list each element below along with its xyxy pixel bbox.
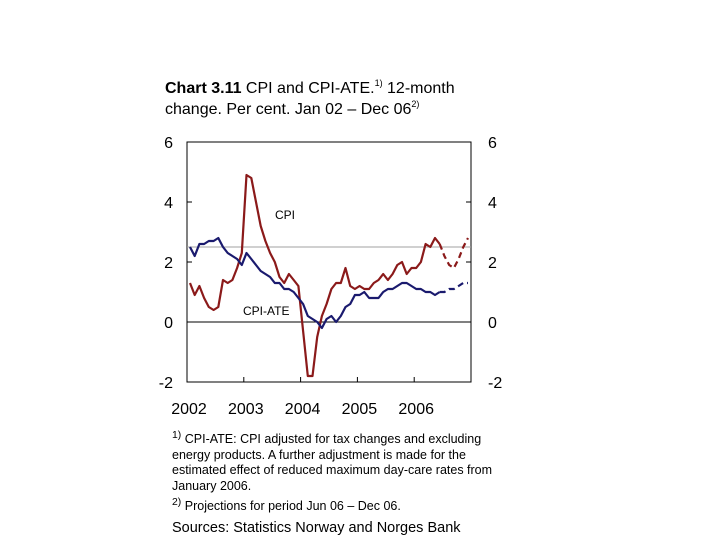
y-tick-label-left: 0 bbox=[164, 315, 173, 332]
title-text-1: CPI and CPI-ATE. bbox=[241, 80, 375, 97]
title-text-2: change. Per cent. Jan 02 – Dec 06 bbox=[165, 101, 412, 118]
footnotes: 1) CPI-ATE: CPI adjusted for tax changes… bbox=[172, 428, 502, 514]
y-axis-right: 6 4 2 0 -2 bbox=[466, 135, 502, 392]
footnote-1-marker: 1) bbox=[172, 430, 182, 441]
footnote-2-text: Projections for period Jun 06 – Dec 06. bbox=[181, 498, 401, 513]
series-group bbox=[188, 173, 469, 378]
cpi-ate-projection-line bbox=[439, 281, 468, 294]
x-tick-label: 2002 bbox=[171, 401, 207, 418]
cpi-series-line bbox=[188, 173, 441, 378]
cpi-ate-series-line bbox=[189, 236, 441, 330]
y-tick-label-right: 4 bbox=[488, 195, 497, 212]
y-tick-label-right: -2 bbox=[488, 375, 502, 392]
title-footnote-ref-1: 1) bbox=[374, 77, 383, 88]
chart-title: Chart 3.11 CPI and CPI-ATE.1) 12-month c… bbox=[165, 78, 525, 120]
plot-frame bbox=[186, 141, 472, 383]
title-footnote-ref-2: 2) bbox=[411, 98, 420, 109]
chart-number: Chart 3.11 bbox=[165, 80, 242, 97]
y-tick-label-right: 6 bbox=[488, 135, 497, 152]
y-tick-label-right: 2 bbox=[488, 255, 497, 272]
footnote-1: 1) CPI-ATE: CPI adjusted for tax changes… bbox=[172, 428, 502, 495]
cpi-series-label: CPI bbox=[275, 208, 295, 222]
y-axis-left: 6 4 2 0 -2 bbox=[159, 135, 192, 392]
title-text-1b: 12-month bbox=[382, 80, 455, 97]
x-tick-label: 2005 bbox=[342, 401, 378, 418]
y-tick-label-left: 4 bbox=[164, 195, 173, 212]
footnote-2: 2) Projections for period Jun 06 – Dec 0… bbox=[172, 495, 502, 515]
x-tick-label: 2003 bbox=[228, 401, 264, 418]
cpi-ate-series-label: CPI-ATE bbox=[243, 304, 289, 318]
footnote-1-text: CPI-ATE: CPI adjusted for tax changes an… bbox=[172, 432, 493, 493]
x-tick-label: 2004 bbox=[285, 401, 321, 418]
y-tick-label-left: 6 bbox=[164, 135, 173, 152]
footnote-2-marker: 2) bbox=[172, 496, 182, 508]
x-tick-label: 2006 bbox=[398, 401, 434, 418]
y-tick-label-left: -2 bbox=[159, 375, 173, 392]
cpi-projection-line bbox=[438, 237, 469, 270]
source-note: Sources: Statistics Norway and Norges Ba… bbox=[172, 520, 461, 536]
y-tick-label-left: 2 bbox=[164, 255, 173, 272]
y-tick-label-right: 0 bbox=[488, 315, 497, 332]
x-axis: 2002 2003 2004 2005 2006 bbox=[171, 377, 434, 418]
